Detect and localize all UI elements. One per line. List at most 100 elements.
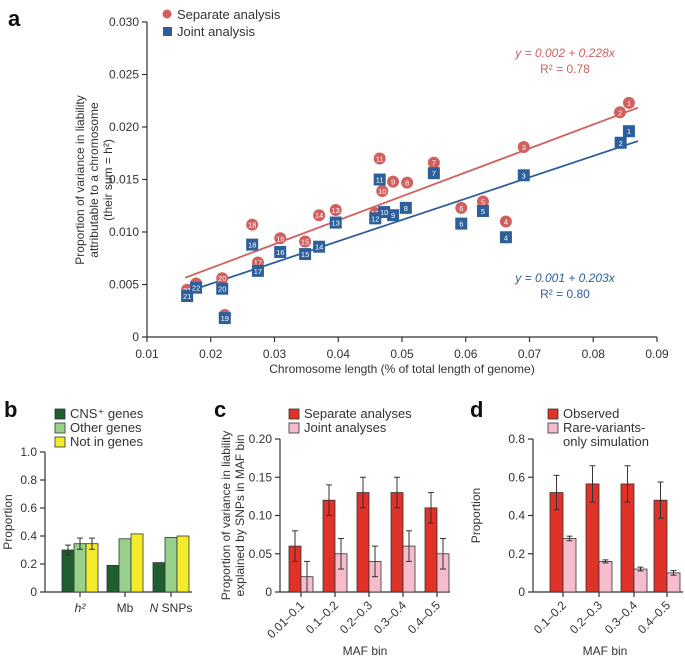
- point-separate: 3: [517, 140, 530, 153]
- y-tick-label: 0.05: [249, 547, 273, 561]
- y-axis-title-line: Proportion of variance in liability: [219, 431, 233, 600]
- point-joint: 12: [369, 212, 382, 225]
- point-marker-square: [427, 167, 440, 180]
- y-tick-label: 0.005: [109, 278, 139, 292]
- fit-line-separate: [184, 106, 639, 279]
- point-separate: 13: [329, 203, 342, 216]
- y-axis-title: Proportion of variance in liability attri…: [73, 95, 115, 264]
- legend-swatch: [288, 422, 300, 434]
- point-marker-circle: [476, 195, 489, 208]
- point-marker-circle: [614, 106, 627, 119]
- point-marker-square: [517, 169, 530, 182]
- x-axis-title: Chromosome length (% of total length of …: [269, 362, 534, 376]
- point-separate: 18: [246, 218, 259, 231]
- x-tick-label: 0.4–0.5: [405, 598, 443, 636]
- legend-swatch: [288, 408, 300, 420]
- point-marker-circle: [299, 235, 312, 248]
- point-separate: 10: [376, 185, 389, 198]
- point-marker-circle: [246, 218, 259, 231]
- point-label: 13: [332, 219, 340, 228]
- y-axis-title-line: Proportion of variance in liability: [73, 95, 87, 264]
- x-tick-label: 0.08: [582, 347, 606, 361]
- point-label: 20: [218, 285, 226, 294]
- point-label: 18: [248, 221, 256, 230]
- point-marker-square: [622, 125, 635, 138]
- point-marker-circle: [499, 215, 512, 228]
- y-tick-label: 0: [132, 330, 139, 344]
- x-tick-label: 0.06: [454, 347, 478, 361]
- bar-rare-variants-only-simulation: [598, 561, 613, 593]
- panel-letter-c: c: [214, 397, 226, 422]
- point-marker-square: [476, 205, 489, 217]
- point-label: 5: [481, 198, 485, 207]
- point-label: 4: [504, 218, 508, 227]
- y-axis-title-line: Proportion: [469, 488, 483, 543]
- point-joint: 11: [373, 173, 386, 186]
- point-label: 19: [221, 314, 229, 323]
- y-tick-label: 0.4: [20, 529, 37, 543]
- bar-cns-genes: [61, 549, 75, 593]
- x-axis-title: MAF bin: [583, 644, 628, 658]
- point-label: 3: [522, 171, 526, 180]
- x-tick-label: 0.2–0.3: [337, 598, 375, 636]
- point-label: 3: [522, 143, 526, 152]
- y-axis-title: Proportion: [1, 494, 15, 549]
- point-label: 22: [192, 284, 200, 293]
- point-label: 8: [404, 204, 408, 213]
- point-label: 2: [618, 108, 622, 117]
- y-tick-label: 0: [30, 585, 37, 599]
- point-marker-square: [329, 216, 342, 229]
- r2-joint: R² = 0.80: [540, 287, 590, 301]
- bar-rare-variants-only-simulation: [633, 568, 648, 593]
- point-joint: 18: [246, 238, 259, 251]
- point-marker-circle: [387, 175, 400, 188]
- point-label: 6: [459, 220, 463, 229]
- y-tick-label: 1.0: [20, 445, 37, 459]
- point-marker-square: [373, 173, 386, 186]
- point-label: 7: [432, 169, 436, 178]
- legend-label: CNS⁺ genes: [70, 406, 144, 421]
- panel-c: c 0 0.05 0.10 0.15 0.20 0.01–0.10.1–0.20.2–0.3…: [214, 397, 450, 658]
- y-tick-label: 0.2: [508, 547, 525, 561]
- y-axis-title-line: Proportion: [1, 494, 15, 549]
- point-marker-circle: [274, 232, 287, 245]
- bar-not-in-genes: [85, 543, 99, 593]
- point-marker-circle: [517, 140, 530, 153]
- panel-letter-b: b: [4, 397, 17, 422]
- point-marker-circle: [455, 201, 468, 214]
- legend-marker-joint: [163, 27, 172, 36]
- legend-label: Other genes: [70, 420, 142, 435]
- point-joint: 8: [399, 201, 412, 214]
- point-label: 10: [380, 208, 388, 217]
- point-label: 1: [627, 127, 631, 136]
- legend-swatch: [547, 422, 559, 434]
- bar-cns-genes: [106, 565, 120, 593]
- point-marker-circle: [216, 272, 229, 285]
- panel-d: d 0 0.2 0.4 0.6 0.8 0.1–0.20.2–0.30.3–0.40.4–0…: [469, 397, 683, 658]
- point-label: 6: [459, 204, 463, 213]
- legend-label: Separate analyses: [304, 406, 412, 421]
- y-tick-label: 0.10: [249, 509, 273, 523]
- bar-not-in-genes: [130, 533, 144, 593]
- point-label: 4: [504, 233, 508, 242]
- panel-letter-a: a: [8, 6, 21, 31]
- point-joint: 16: [274, 245, 287, 258]
- y-axis-title-line: attributable to a chromosome: [87, 102, 101, 258]
- y-tick-label: 0: [518, 585, 525, 599]
- x-tick-label: Mb: [117, 601, 134, 615]
- legend-label: Not in genes: [70, 434, 143, 449]
- x-tick-label: 0.01–0.1: [264, 598, 307, 641]
- point-label: 5: [481, 207, 485, 216]
- point-label: 1: [627, 99, 631, 108]
- point-separate: 4: [499, 215, 512, 228]
- bar-other-genes: [73, 543, 87, 593]
- point-label: 13: [332, 206, 340, 215]
- y-tick-label: 0.4: [508, 509, 525, 523]
- y-tick-label: 0.015: [109, 173, 139, 187]
- point-joint: 22: [190, 281, 203, 294]
- y-tick-label: 0.020: [109, 120, 139, 134]
- legend-swatch: [547, 408, 559, 420]
- point-separate: 8: [401, 176, 414, 189]
- point-label: 10: [378, 187, 386, 196]
